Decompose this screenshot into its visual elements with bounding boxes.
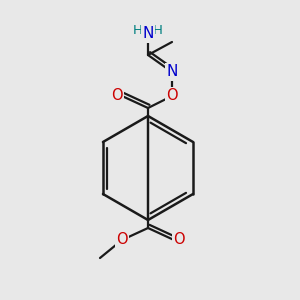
Text: O: O bbox=[173, 232, 185, 247]
Text: O: O bbox=[166, 88, 178, 104]
Text: N: N bbox=[166, 64, 178, 80]
Text: O: O bbox=[111, 88, 123, 104]
Text: H: H bbox=[153, 23, 163, 37]
Text: O: O bbox=[116, 232, 128, 247]
Text: N: N bbox=[142, 26, 154, 41]
Text: H: H bbox=[133, 23, 143, 37]
